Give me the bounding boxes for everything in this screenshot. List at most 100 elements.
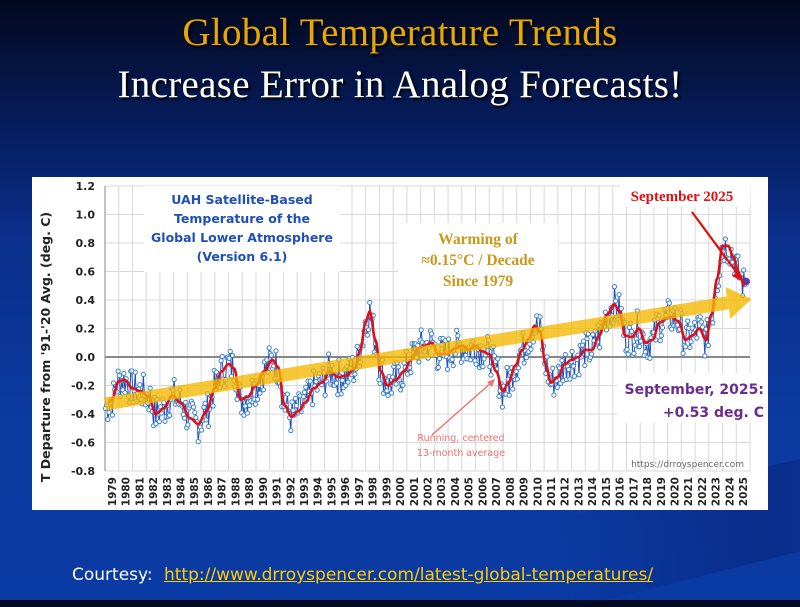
data-point	[637, 344, 643, 350]
y-tick-label: 0.0	[76, 351, 96, 364]
x-tick-label: 2025	[738, 477, 750, 506]
data-point	[147, 385, 153, 391]
x-tick-label: 1999	[381, 477, 393, 506]
data-point	[616, 291, 622, 298]
data-point	[585, 331, 591, 337]
data-point	[183, 399, 189, 405]
x-axis-ticks: 1979 1980 1981 1982 1983 1984 1985 1986 1987 1988…	[107, 477, 750, 506]
data-point	[140, 371, 146, 378]
data-point	[514, 376, 520, 382]
data-point	[495, 356, 501, 362]
data-point	[244, 410, 250, 416]
courtesy-link[interactable]: http://www.drroyspencer.com/latest-globa…	[163, 565, 654, 585]
data-point	[203, 417, 209, 423]
data-point	[450, 363, 456, 369]
trend-arrow	[103, 287, 752, 411]
warming-line3: Since 1979	[443, 273, 513, 290]
data-point	[625, 351, 631, 357]
x-tick-label: 2024	[724, 477, 736, 506]
data-point	[698, 319, 704, 325]
data-point	[567, 376, 573, 382]
data-point	[247, 402, 253, 408]
data-point	[446, 336, 452, 342]
trend-arrow-head	[725, 287, 752, 319]
y-tick-label: 0.2	[76, 323, 96, 336]
slide-title-line1: Global Temperature Trends	[182, 11, 618, 54]
data-point	[551, 392, 557, 398]
x-tick-label: 1980	[121, 477, 133, 506]
x-tick-label: 2020	[670, 477, 682, 506]
data-point	[121, 370, 127, 377]
data-point	[106, 409, 112, 416]
data-point	[741, 267, 747, 273]
data-point	[571, 373, 578, 379]
y-axis-label: T Departure from '91-'20 Avg. (deg. C)	[38, 212, 53, 482]
data-point	[611, 284, 618, 290]
data-point	[537, 314, 543, 320]
y-axis-ticks: 1.2 1.0 0.8 0.6 0.4 0.2 0.0 -0.2 -0.4 -0.6 -0.8	[71, 180, 95, 478]
data-point	[393, 381, 399, 387]
data-point	[613, 298, 619, 304]
x-tick-label: 2013	[573, 477, 585, 506]
x-tick-label: 2004	[450, 477, 462, 506]
data-point	[506, 392, 512, 398]
data-point	[521, 360, 527, 366]
data-point	[642, 349, 648, 355]
x-tick-label: 1994	[313, 477, 325, 506]
x-tick-label: 2018	[642, 477, 654, 506]
data-point	[309, 402, 316, 408]
data-point	[544, 354, 550, 360]
data-point	[702, 353, 708, 359]
data-point	[219, 353, 225, 360]
x-tick-label: 1997	[354, 477, 366, 506]
data-point	[385, 392, 391, 399]
data-point	[213, 369, 220, 375]
data-point	[408, 369, 414, 376]
data-point	[657, 338, 663, 344]
x-tick-label: 2003	[436, 477, 448, 506]
warming-annotation: Warming of ≈0.15°C / Decade Since 1979	[398, 223, 558, 299]
data-point	[242, 403, 248, 409]
data-point	[487, 364, 493, 370]
x-tick-label: 2006	[477, 477, 489, 506]
x-tick-label: 2009	[519, 477, 531, 506]
data-point	[694, 335, 700, 341]
data-point	[367, 299, 373, 306]
data-point	[688, 339, 694, 345]
chart-title-line2: Temperature of the	[174, 211, 310, 226]
data-point	[416, 359, 422, 365]
data-point	[496, 393, 502, 400]
september-arrowhead	[732, 270, 744, 282]
x-tick-label: 1985	[189, 477, 201, 506]
data-point	[345, 379, 351, 385]
x-tick-label: 1982	[148, 477, 160, 506]
data-point	[132, 369, 138, 375]
data-point	[584, 336, 590, 342]
x-tick-label: 2022	[697, 477, 709, 506]
data-point	[454, 327, 460, 333]
data-point	[510, 386, 516, 392]
data-point	[418, 327, 424, 333]
data-point	[314, 387, 320, 393]
data-point	[218, 358, 224, 364]
data-point	[257, 390, 263, 396]
data-point	[589, 351, 595, 357]
data-point	[691, 319, 698, 325]
data-point	[181, 415, 188, 421]
data-point	[199, 427, 205, 433]
data-point	[669, 326, 675, 332]
data-point	[333, 380, 340, 386]
temperature-chart: 1.2 1.0 0.8 0.6 0.4 0.2 0.0 -0.2 -0.4 -0.6 -0.8 19…	[38, 180, 765, 506]
data-point	[191, 404, 197, 410]
data-point	[307, 378, 313, 384]
chart-panel: 1.2 1.0 0.8 0.6 0.4 0.2 0.0 -0.2 -0.4 -0.6 -0.8 19…	[32, 177, 768, 510]
chart-title-line1: UAH Satellite-Based	[171, 192, 312, 207]
chart-title-box: UAH Satellite-Based Temperature of the G…	[144, 186, 340, 272]
x-tick-label: 2007	[491, 477, 503, 506]
courtesy-line: Courtesy: http://www.drroyspencer.com/la…	[72, 565, 653, 585]
data-point	[597, 344, 603, 351]
data-point	[685, 318, 691, 324]
data-point	[582, 362, 588, 369]
trend-arrow-shaft	[103, 296, 729, 411]
y-tick-label: -0.4	[71, 408, 95, 421]
